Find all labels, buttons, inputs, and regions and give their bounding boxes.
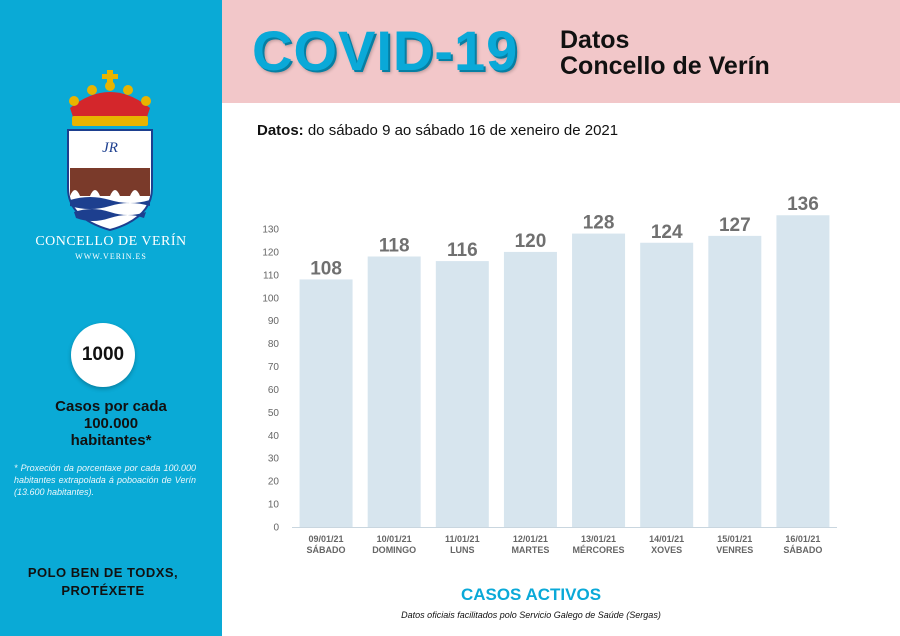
x-tick-label: 16/01/21 <box>785 534 820 544</box>
chart-source: Datos oficiais facilitados polo Servicio… <box>401 610 661 620</box>
y-tick-label: 30 <box>268 454 280 465</box>
page-title: COVID-19 <box>252 19 519 82</box>
date-range-text: do sábado 9 ao sábado 16 de xeneiro de 2… <box>303 122 619 139</box>
bar <box>435 261 489 527</box>
x-tick-label: 10/01/21 <box>377 534 412 544</box>
chart-title: CASOS ACTIVOS <box>460 585 602 604</box>
bar-value-label: 124 <box>651 222 683 243</box>
bar <box>776 215 830 527</box>
y-tick-label: 0 <box>273 523 279 534</box>
y-tick-label: 130 <box>262 225 279 236</box>
y-tick-label: 40 <box>268 431 280 442</box>
bar <box>572 233 626 528</box>
rate-label-line-2: 100.000 <box>83 415 139 432</box>
coat-of-arms-icon: JR <box>67 70 153 232</box>
y-tick-label: 120 <box>262 247 279 258</box>
bar-value-label: 108 <box>310 258 342 279</box>
x-tick-label: 12/01/21 <box>513 534 548 544</box>
header-subtitle-line-2: Concello de Verín <box>560 52 770 80</box>
x-tick-day-label: XOVES <box>651 545 682 555</box>
x-tick-day-label: LUNS <box>450 545 475 555</box>
bar-value-label: 128 <box>583 213 615 234</box>
slogan-line-1: POLO BEN DE TODXS, <box>27 565 179 580</box>
y-tick-label: 100 <box>262 293 279 304</box>
y-tick-label: 60 <box>268 385 280 396</box>
x-tick-day-label: MÉRCORES <box>573 545 625 555</box>
bar <box>299 279 353 527</box>
active-cases-chart: 0 10 20 30 40 50 60 70 80 90 100 110 120 130 108 09/01/… <box>262 194 837 555</box>
slogan-line-2: PROTÉXETE <box>61 583 145 598</box>
y-tick-label: 110 <box>263 270 279 281</box>
header-subtitle-line-1: Datos <box>560 26 630 54</box>
bar <box>367 256 421 527</box>
date-range-label: Datos: <box>257 122 304 139</box>
slogan: POLO BEN DE TODXS, PROTÉXETE <box>0 564 206 600</box>
svg-text:JR: JR <box>102 140 118 156</box>
header: COVID-19 Datos Concello de Verín <box>222 0 900 103</box>
rate-footnote: * Proxeción da porcentaxe por cada 100.0… <box>14 463 196 497</box>
x-tick-label: 14/01/21 <box>649 534 684 544</box>
x-tick-label: 13/01/21 <box>581 534 616 544</box>
y-tick-label: 10 <box>268 500 280 511</box>
x-tick-day-label: DOMINGO <box>372 545 416 555</box>
rate-label-line-1: Casos por cada <box>55 398 167 415</box>
brand-website[interactable]: WWW.VERIN.ES <box>75 252 147 261</box>
y-tick-label: 80 <box>268 339 280 350</box>
x-tick-day-label: SÁBADO <box>783 545 822 555</box>
bar <box>503 251 557 527</box>
rate-label-line-3: habitantes* <box>70 432 152 449</box>
x-tick-day-label: SÁBADO <box>307 545 346 555</box>
bar-value-label: 136 <box>787 194 819 215</box>
date-range: Datos: do sábado 9 ao sábado 16 de xenei… <box>257 122 618 139</box>
bar-value-label: 120 <box>515 231 547 252</box>
x-tick-label: 09/01/21 <box>309 534 344 544</box>
rate-value: 1000 <box>71 323 135 387</box>
y-tick-label: 90 <box>268 316 280 327</box>
bar-value-label: 116 <box>447 240 478 261</box>
x-tick-day-label: MARTES <box>511 545 549 555</box>
rate-label: Casos por cada 100.000 habitantes* <box>20 398 202 449</box>
sidebar: JR CONCELLO DE VERÍN WWW.VERIN.ES 1000 C… <box>0 0 222 636</box>
bar <box>708 235 762 527</box>
x-tick-day-label: VENRES <box>716 545 753 555</box>
x-tick-label: 15/01/21 <box>717 534 752 544</box>
y-tick-label: 20 <box>268 477 280 488</box>
x-tick-label: 11/01/21 <box>445 534 480 544</box>
y-tick-label: 50 <box>268 408 280 419</box>
y-tick-label: 70 <box>268 362 280 373</box>
brand-name: CONCELLO DE VERÍN <box>35 234 187 249</box>
bar-value-label: 127 <box>719 215 751 236</box>
bar-value-label: 118 <box>379 236 410 257</box>
bar <box>640 242 694 527</box>
